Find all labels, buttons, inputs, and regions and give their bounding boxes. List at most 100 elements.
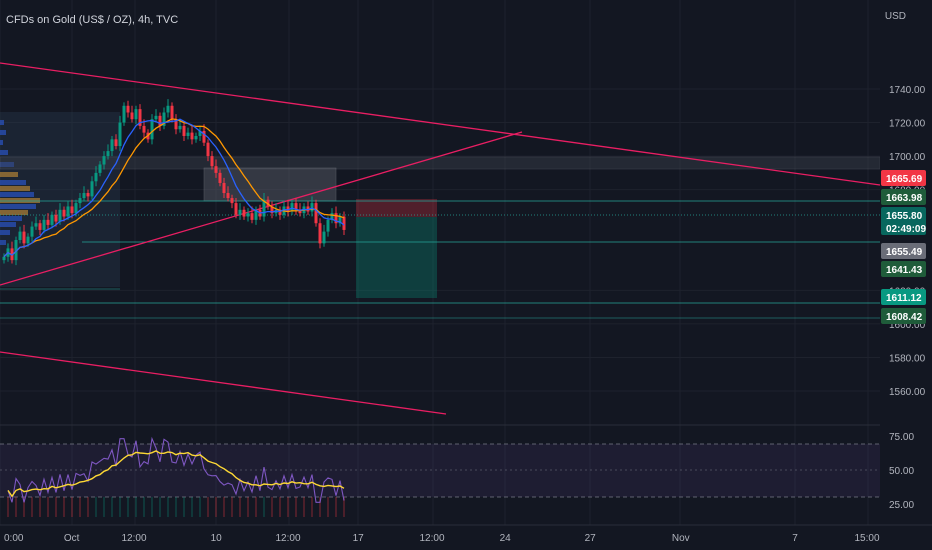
candle	[198, 125, 202, 142]
candle	[226, 186, 230, 202]
candle	[318, 218, 322, 249]
volume-profile-bar	[0, 230, 10, 235]
price-tag-label: 1608.42	[886, 312, 923, 323]
price-axis-label: 1700.00	[889, 152, 926, 163]
take-profit-zone[interactable]	[356, 217, 437, 298]
volume-profile-bar	[0, 150, 8, 155]
rsi-bar	[119, 497, 121, 517]
time-axis-label: 12:00	[122, 533, 147, 544]
rsi-bar	[151, 497, 153, 517]
time-axis-label: 0:00	[4, 533, 24, 544]
candle	[190, 125, 194, 145]
candle	[54, 209, 58, 227]
candle	[182, 122, 186, 142]
countdown-label: 02:49:09	[886, 224, 926, 235]
rsi-bar	[223, 497, 225, 517]
candle	[162, 107, 166, 130]
volume-profile-bar	[0, 222, 16, 227]
rsi-bar	[255, 497, 257, 517]
rsi-moving-average	[7, 450, 345, 498]
candle	[342, 211, 346, 235]
time-axis-label: Oct	[64, 533, 80, 544]
time-axis-label: 15:00	[855, 533, 880, 544]
candle	[222, 177, 226, 199]
range-box-left	[0, 112, 120, 287]
rsi-bar	[7, 497, 9, 517]
candle	[218, 169, 222, 187]
chart-title[interactable]: CFDs on Gold (US$ / OZ), 4h, TVC	[6, 14, 179, 26]
volume-profile-bar	[0, 186, 30, 191]
candle	[34, 216, 38, 230]
candle	[26, 233, 30, 247]
volume-profile-bar	[0, 120, 4, 125]
volume-profile	[0, 120, 40, 245]
price-tag-label: 1655.80	[886, 211, 923, 222]
candle	[262, 193, 266, 222]
descending-trendline-lower[interactable]	[0, 351, 447, 415]
candle	[306, 201, 310, 215]
rsi-bar	[271, 497, 273, 517]
moving-average-fast	[3, 118, 345, 258]
volume-profile-bar	[0, 130, 6, 135]
volume-profile-bar	[0, 198, 40, 203]
price-tag: 1608.42	[881, 308, 926, 324]
candle	[78, 193, 82, 209]
rsi-bar	[39, 497, 41, 517]
descending-trendline-upper[interactable]	[0, 62, 881, 186]
price-tag-label: 1611.12	[886, 293, 922, 304]
rsi-bar	[335, 497, 337, 517]
rsi-bar	[239, 497, 241, 517]
candle	[314, 199, 318, 227]
candle	[322, 224, 326, 247]
rsi-bar	[287, 497, 289, 517]
ascending-trendline[interactable]	[0, 131, 523, 286]
rsi-bar	[31, 497, 33, 517]
rsi-bar	[247, 497, 249, 517]
price-tag-label: 1663.98	[886, 193, 923, 204]
price-axis-label: 1720.00	[889, 119, 926, 130]
rsi-bar	[327, 497, 329, 517]
rsi-bar	[175, 497, 177, 517]
candle	[270, 201, 274, 219]
rsi-bar	[63, 497, 65, 517]
candle	[86, 189, 90, 202]
candle	[334, 206, 338, 229]
candle	[202, 124, 206, 147]
candle	[210, 151, 214, 170]
rsi-axis-label: 75.00	[889, 432, 914, 443]
rsi-bar	[135, 497, 137, 517]
rsi-bar	[231, 497, 233, 517]
stop-loss-zone[interactable]	[356, 199, 437, 217]
price-tag: 1641.43	[881, 261, 926, 277]
candle	[30, 221, 34, 242]
rsi-bar	[215, 497, 217, 517]
volume-profile-bar	[0, 140, 3, 145]
rsi-bar	[23, 497, 25, 517]
price-axis-label: 1580.00	[889, 353, 926, 364]
candle	[266, 196, 270, 210]
time-axis[interactable]	[0, 525, 932, 550]
rsi-bar	[343, 497, 345, 517]
volume-profile-bar	[0, 204, 36, 209]
time-axis-label: 12:00	[420, 533, 445, 544]
rsi-bar	[71, 497, 73, 517]
rsi-band	[0, 444, 880, 497]
candle	[238, 203, 242, 220]
price-tag: 1663.98	[881, 189, 926, 205]
rsi-bar	[127, 497, 129, 517]
rsi-bar	[87, 497, 89, 517]
candle	[50, 211, 54, 229]
price-tag-label: 1641.43	[886, 265, 923, 276]
rsi-bar	[207, 497, 209, 517]
volume-profile-bar	[0, 192, 34, 197]
candle	[18, 226, 22, 244]
rsi-bar	[15, 497, 17, 517]
rsi-bar	[95, 497, 97, 517]
price-tags: 1665.69 1663.98 1655.80 02:49:09 1655.49 1641…	[881, 170, 926, 324]
rsi-bar	[263, 497, 265, 517]
candle	[206, 139, 210, 162]
time-axis-labels: 0:00 Oct 12:00 10 12:00 17 12:00 24 27 Nov 7 15:00	[4, 533, 880, 544]
candle	[242, 206, 246, 220]
candlestick-series	[2, 99, 346, 266]
